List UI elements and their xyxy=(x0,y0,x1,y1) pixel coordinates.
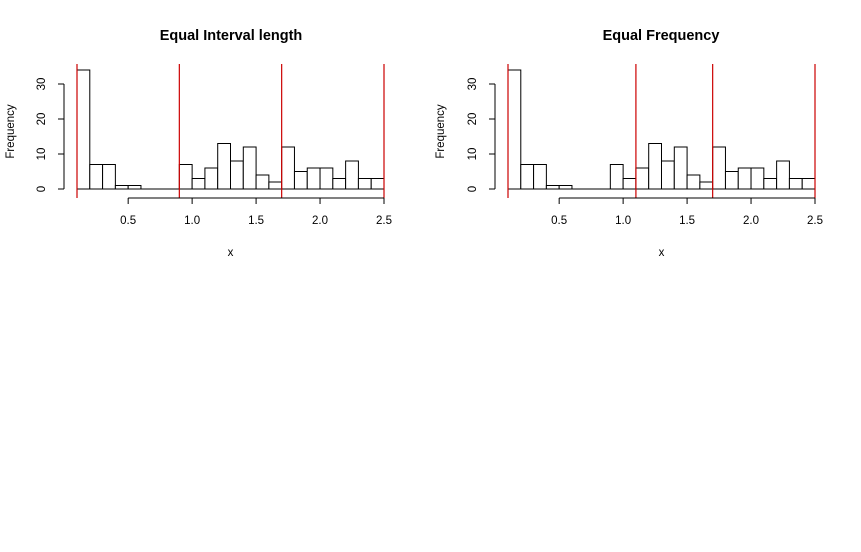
histogram-bar xyxy=(507,69,522,190)
histogram-bar xyxy=(750,167,765,190)
histogram-bar xyxy=(204,167,219,190)
chart-title: Equal Interval length xyxy=(160,28,303,44)
histogram-bar xyxy=(268,181,283,190)
histogram-bar xyxy=(520,164,535,190)
histogram-bar xyxy=(191,178,206,190)
histogram-bar xyxy=(255,174,270,190)
x-tick-label: 1.0 xyxy=(615,215,631,227)
histogram-bar xyxy=(114,185,129,190)
histogram-bar xyxy=(102,164,116,190)
chart-panel-1: Equal Interval length 0.5 1.0 1.5 2.0 2.5 x 0 10… xyxy=(5,28,392,259)
histogram-bar xyxy=(712,146,726,190)
x-axis-label: x xyxy=(228,247,234,259)
x-axis-label: x xyxy=(659,247,665,259)
chart-panel-2: Equal Frequency 0.5 1.0 1.5 2.0 2.5 x 0 10 20 30 Fr… xyxy=(435,28,823,259)
histogram-bar xyxy=(293,171,308,190)
histogram-bar xyxy=(622,178,637,190)
histogram-bar xyxy=(242,146,257,190)
histogram-bar xyxy=(76,69,91,190)
x-tick-label: 2.5 xyxy=(807,215,823,227)
histogram-bar xyxy=(661,160,675,190)
histogram-bar xyxy=(635,167,650,190)
histogram-bar xyxy=(763,178,778,190)
histogram-bar xyxy=(699,181,714,190)
chart-title: Equal Frequency xyxy=(603,28,720,44)
histogram-bar xyxy=(776,160,790,190)
histogram-bar xyxy=(737,167,752,190)
histogram-bar xyxy=(217,143,231,190)
y-tick-label: 0 xyxy=(467,186,479,192)
histogram-bar xyxy=(545,185,560,190)
histogram-bar xyxy=(178,164,193,190)
y-tick-label: 10 xyxy=(36,148,48,161)
histogram-bar xyxy=(306,167,321,190)
y-tick-label: 30 xyxy=(36,78,48,91)
y-tick-label: 20 xyxy=(36,113,48,126)
y-tick-label: 0 xyxy=(36,186,48,192)
y-tick-label: 20 xyxy=(467,113,479,126)
histogram-bar xyxy=(281,146,295,190)
x-tick-label: 2.0 xyxy=(743,215,759,227)
histogram-bar xyxy=(319,167,334,190)
y-axis-label: Frequency xyxy=(5,104,17,159)
x-tick-label: 0.5 xyxy=(120,215,136,227)
histogram-bar xyxy=(648,143,662,190)
histogram-bar xyxy=(345,160,359,190)
y-axis-label: Frequency xyxy=(435,104,447,159)
histogram-bar xyxy=(801,178,816,190)
x-tick-label: 2.5 xyxy=(376,215,392,227)
histogram-bar xyxy=(609,164,624,190)
x-tick-label: 1.5 xyxy=(679,215,695,227)
histogram-bar xyxy=(332,178,347,190)
x-tick-label: 1.0 xyxy=(184,215,200,227)
histogram-bar xyxy=(89,164,104,190)
x-tick-label: 2.0 xyxy=(312,215,328,227)
x-tick-label: 1.5 xyxy=(248,215,264,227)
histogram-bar xyxy=(686,174,701,190)
histogram-bar xyxy=(673,146,688,190)
histogram-bar xyxy=(357,178,372,190)
histogram-bar xyxy=(230,160,244,190)
histogram-bar xyxy=(558,185,573,190)
y-tick-label: 30 xyxy=(467,78,479,91)
histogram-bar xyxy=(724,171,739,190)
histogram-bar xyxy=(127,185,142,190)
y-tick-label: 10 xyxy=(467,148,479,161)
histogram-bar xyxy=(788,178,803,190)
histogram-bar xyxy=(370,178,385,190)
histogram-bar xyxy=(533,164,547,190)
x-tick-label: 0.5 xyxy=(551,215,567,227)
